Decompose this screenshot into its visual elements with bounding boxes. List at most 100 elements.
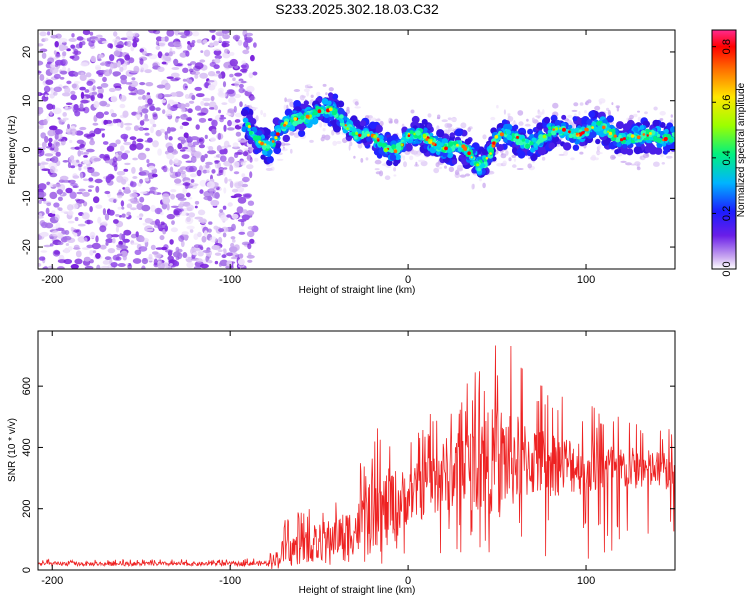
- noise-speck: [38, 125, 44, 129]
- ridge-cell: [358, 133, 362, 137]
- noise-speck: [214, 55, 222, 60]
- noise-speck: [234, 182, 242, 189]
- noise-speck: [51, 230, 61, 237]
- noise-speck: [230, 242, 235, 248]
- noise-speck: [78, 41, 83, 49]
- noise-speck: [198, 244, 203, 249]
- colorbar-ticks: 0.0 0.2 0.4 0.6 0.8: [712, 39, 733, 277]
- noise-speck: [38, 263, 42, 267]
- noise-speck: [83, 133, 91, 138]
- noise-speck: [126, 40, 132, 48]
- halo-speck: [507, 116, 514, 122]
- noise-speck: [194, 200, 200, 205]
- noise-speck: [79, 103, 84, 110]
- noise-speck: [139, 236, 145, 242]
- halo-speck: [286, 104, 289, 110]
- ridge-cell: [254, 149, 260, 155]
- ridge-cell: [444, 146, 448, 151]
- noise-speck: [208, 146, 214, 151]
- ridge-cell: [668, 138, 674, 143]
- noise-speck: [242, 151, 249, 157]
- noise-speck: [115, 152, 119, 158]
- ridge-cell: [300, 115, 305, 120]
- noise-speck: [101, 133, 105, 138]
- noise-speck: [76, 191, 83, 195]
- noise-speck: [247, 200, 255, 206]
- noise-speck: [131, 242, 139, 245]
- halo-speck: [460, 122, 467, 129]
- halo-speck: [653, 106, 658, 111]
- colorbar-tick-label: 0.4: [721, 150, 733, 165]
- noise-speck: [214, 104, 218, 111]
- ridge-cell: [288, 125, 296, 132]
- noise-speck: [81, 147, 86, 151]
- noise-speck: [45, 158, 52, 162]
- spectrogram-noise: [38, 30, 675, 269]
- ridge-cell: [287, 122, 292, 127]
- noise-speck: [191, 40, 196, 44]
- ridge-cell: [517, 150, 526, 159]
- noise-speck: [76, 36, 84, 41]
- noise-speck: [248, 72, 254, 79]
- noise-speck: [62, 160, 69, 163]
- halo-speck: [571, 109, 578, 112]
- noise-speck: [135, 113, 142, 119]
- x-tick-label: -200: [41, 274, 63, 286]
- ridge-cell: [588, 110, 596, 118]
- halo-speck: [584, 102, 588, 105]
- halo-speck: [594, 157, 599, 161]
- ridge-cell: [463, 147, 468, 151]
- noise-speck: [190, 173, 197, 178]
- noise-speck: [238, 140, 247, 143]
- noise-speck: [50, 34, 58, 39]
- noise-speck: [175, 246, 180, 253]
- noise-speck: [80, 99, 89, 104]
- noise-speck: [166, 126, 171, 134]
- noise-speck: [164, 36, 169, 42]
- noise-speck: [242, 176, 250, 183]
- noise-speck: [95, 252, 101, 259]
- noise-speck: [130, 70, 139, 74]
- noise-speck: [230, 236, 236, 240]
- noise-speck: [88, 40, 95, 47]
- noise-speck: [48, 137, 53, 143]
- noise-speck: [55, 53, 61, 58]
- noise-speck: [131, 166, 136, 174]
- noise-speck: [49, 165, 56, 174]
- halo-speck: [464, 173, 471, 177]
- noise-speck: [130, 200, 140, 204]
- noise-speck: [87, 189, 92, 192]
- noise-speck: [219, 259, 229, 267]
- ridge-cell: [496, 144, 504, 152]
- halo-speck: [611, 102, 614, 106]
- ridge-cell: [260, 154, 266, 160]
- noise-speck: [73, 244, 80, 250]
- ridge-cell: [652, 119, 660, 127]
- ridge-cell: [339, 118, 345, 124]
- y-tick-label: -20: [21, 239, 33, 255]
- ridge-cell: [436, 129, 445, 138]
- noise-speck: [75, 130, 84, 136]
- noise-speck: [54, 133, 59, 140]
- noise-speck: [68, 179, 76, 184]
- halo-speck: [513, 158, 517, 162]
- halo-speck: [587, 99, 592, 104]
- noise-speck: [54, 214, 60, 221]
- noise-speck: [221, 102, 228, 105]
- noise-speck: [207, 260, 213, 264]
- ridge-cell: [653, 135, 658, 141]
- noise-speck: [132, 258, 142, 264]
- ridge-cell: [613, 134, 617, 138]
- noise-speck: [150, 244, 156, 250]
- noise-speck: [148, 253, 153, 260]
- noise-speck: [229, 164, 234, 172]
- noise-speck: [147, 98, 153, 105]
- noise-speck: [234, 119, 241, 123]
- halo-speck: [319, 121, 323, 128]
- spectrogram-y-label: Frequency (Hz): [7, 116, 18, 185]
- noise-speck: [247, 252, 252, 256]
- ridge-cell: [584, 127, 588, 132]
- ridge-cell: [407, 134, 411, 137]
- noise-speck: [61, 119, 67, 123]
- colorbar-tick-label: 0.0: [721, 261, 733, 276]
